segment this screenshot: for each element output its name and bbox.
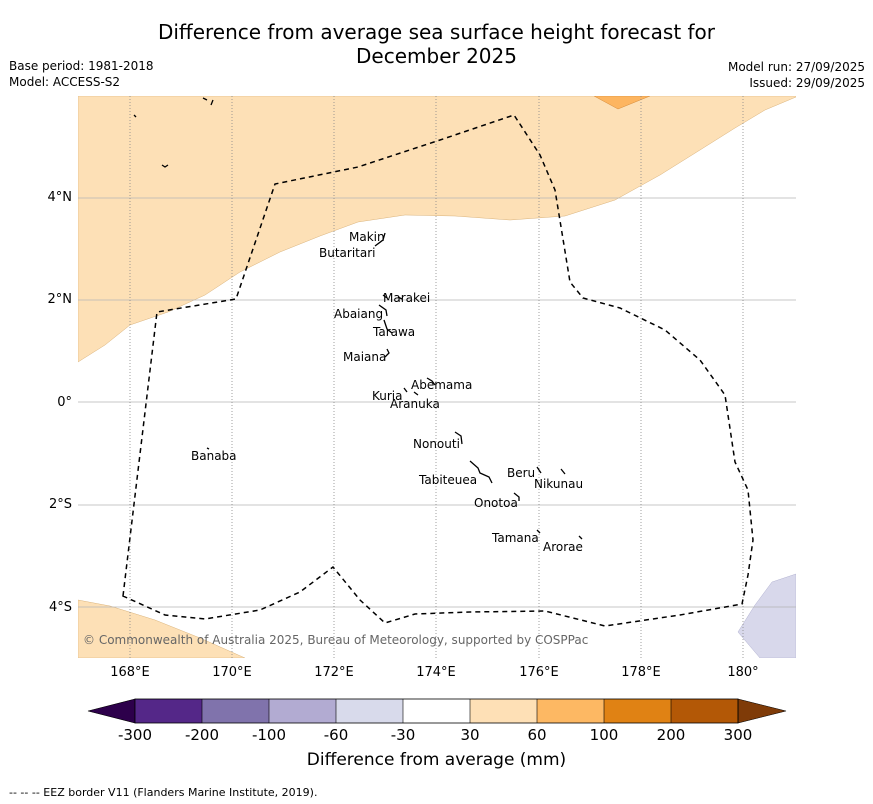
lon-label-168e: 168°E — [110, 665, 150, 680]
base-period: Base period: 1981-2018 — [9, 59, 154, 73]
lon-label-180: 180° — [727, 665, 759, 680]
islet-north-2 — [161, 164, 169, 168]
colorbar-segment — [671, 699, 738, 723]
lat-label-4s: 4°S — [48, 600, 72, 615]
anomaly-band-southwest — [78, 599, 246, 658]
colorbar-tick: 300 — [723, 726, 753, 744]
meta-left: Base period: 1981-2018 Model: ACCESS-S2 — [9, 58, 154, 90]
abemama-atoll — [426, 377, 436, 386]
island-label: Tamana — [491, 531, 539, 545]
title-line-1: Difference from average sea surface heig… — [157, 20, 716, 44]
colorbar-tick: 100 — [589, 726, 619, 744]
island-label: Tabiteuea — [418, 473, 477, 487]
island-label: Nikunau — [534, 477, 583, 491]
anomaly-band-north — [78, 96, 796, 363]
colorbar-upper-extend — [737, 698, 787, 724]
copyright-notice: © Commonwealth of Australia 2025, Bureau… — [83, 633, 588, 647]
makin-atoll — [374, 232, 386, 247]
meta-right: Model run: 27/09/2025 Issued: 29/09/2025 — [728, 59, 865, 91]
lon-label-172e: 172°E — [314, 665, 354, 680]
colorbar-dividers — [201, 699, 672, 723]
tamana-island — [536, 529, 541, 534]
colorbar-tick: -30 — [390, 726, 416, 744]
colorbar-segment — [202, 699, 269, 723]
island-label: Onotoa — [474, 496, 518, 510]
title-line-2: December 2025 — [356, 44, 517, 68]
onotoa-atoll — [513, 492, 520, 501]
colorbar-tick: -60 — [323, 726, 349, 744]
island-label: Arorae — [543, 540, 583, 554]
model-name: Model: ACCESS-S2 — [9, 75, 121, 89]
colorbar-tick: -300 — [117, 726, 153, 744]
colorbar-segment — [269, 699, 336, 723]
island-label: Abaiang — [334, 307, 383, 321]
island-label: Butaritari — [319, 246, 376, 260]
issued-date: Issued: 29/09/2025 — [749, 76, 865, 90]
eez-legend-note: -- -- -- EEZ border V11 (Flanders Marine… — [9, 786, 318, 799]
lat-label-4n: 4°N — [47, 190, 73, 205]
colorbar-lower-extend — [87, 698, 136, 724]
lat-gridlines — [78, 197, 796, 608]
banaba-island — [206, 447, 210, 450]
island-outlines — [133, 97, 583, 540]
islet-north-1 — [133, 114, 137, 118]
colorbar-segment — [403, 699, 470, 723]
colorbar-segment — [336, 699, 403, 723]
island-labels: Makin Butaritari Marakei Abaiang Tarawa … — [191, 230, 583, 554]
lat-label-2s: 2°S — [48, 497, 72, 512]
marakei-atoll — [382, 294, 403, 300]
colorbar-tick: 30 — [460, 726, 480, 744]
island-label: Maiana — [343, 350, 386, 364]
island-label: Nonouti — [413, 437, 460, 451]
maiana-atoll — [384, 348, 390, 358]
colorbar-frame — [134, 698, 739, 724]
anomaly-band-southeast — [737, 573, 796, 658]
colorbar-segment — [135, 699, 202, 723]
islet-north-3 — [202, 97, 214, 106]
island-label: Tarawa — [372, 325, 415, 339]
island-label: Aranuka — [390, 397, 440, 411]
abaiang-atoll — [378, 304, 388, 317]
colorbar-segment — [537, 699, 604, 723]
beru-atoll — [536, 466, 542, 474]
lon-gridlines — [129, 96, 744, 658]
island-label: Kuria — [372, 389, 403, 403]
island-label: Beru — [507, 466, 535, 480]
tabiteuea-atoll — [469, 460, 493, 484]
colorbar-segment — [470, 699, 537, 723]
nonouti-atoll — [454, 431, 463, 445]
island-label: Makin — [349, 230, 385, 244]
eez-border — [122, 114, 754, 627]
lat-label-0: 0° — [57, 395, 72, 410]
lon-label-174e: 174°E — [416, 665, 456, 680]
island-label: Abemama — [411, 378, 472, 392]
kuria-aranuka-atolls — [403, 387, 419, 396]
lon-label-176e: 176°E — [519, 665, 559, 680]
colorbar-tick: -100 — [251, 726, 287, 744]
colorbar-label: Difference from average (mm) — [306, 750, 567, 770]
colorbar-tick: 200 — [656, 726, 686, 744]
map-area: Makin Butaritari Marakei Abaiang Tarawa … — [78, 96, 796, 658]
lon-label-178e: 178°E — [621, 665, 661, 680]
nikunau-atoll — [560, 468, 566, 475]
anomaly-patch-60-100 — [593, 96, 651, 110]
island-label: Marakei — [383, 291, 430, 305]
tarawa-atoll — [383, 319, 393, 334]
lon-label-170e: 170°E — [212, 665, 252, 680]
arorae-island — [578, 535, 583, 540]
lat-label-2n: 2°N — [47, 292, 73, 307]
colorbar-tick: -200 — [184, 726, 220, 744]
chart-title: Difference from average sea surface heig… — [0, 20, 873, 68]
colorbar-segment — [604, 699, 671, 723]
colorbar-tick: 60 — [527, 726, 547, 744]
model-run: Model run: 27/09/2025 — [727, 60, 865, 74]
colorbar — [87, 698, 787, 724]
island-label: Banaba — [191, 449, 237, 463]
